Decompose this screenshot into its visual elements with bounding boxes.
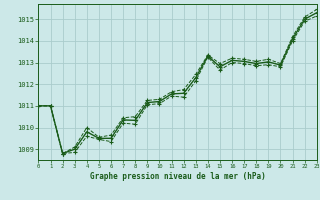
X-axis label: Graphe pression niveau de la mer (hPa): Graphe pression niveau de la mer (hPa) [90, 172, 266, 181]
